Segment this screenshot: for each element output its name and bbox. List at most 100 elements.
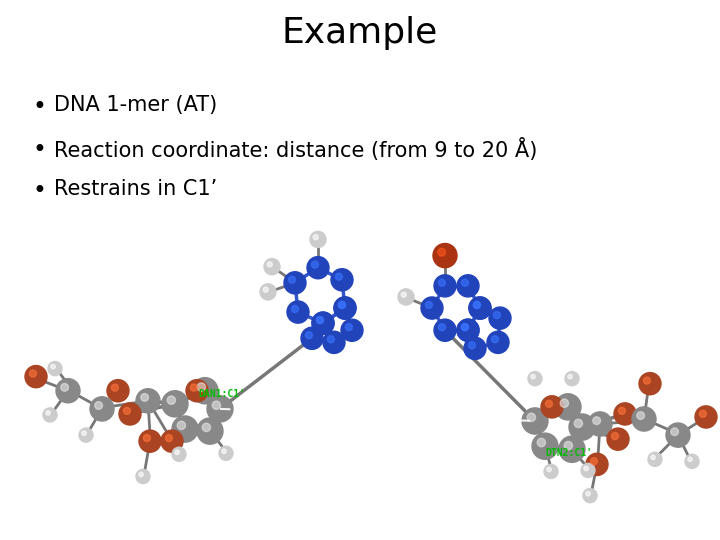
Circle shape [569, 414, 595, 440]
Circle shape [139, 472, 143, 477]
Circle shape [51, 364, 55, 369]
Circle shape [493, 312, 500, 319]
Circle shape [666, 423, 690, 447]
Circle shape [197, 383, 205, 391]
Circle shape [141, 394, 148, 401]
Circle shape [546, 400, 552, 407]
Circle shape [583, 489, 597, 503]
Circle shape [267, 262, 272, 267]
Circle shape [568, 374, 572, 379]
Circle shape [564, 441, 572, 450]
Circle shape [636, 411, 644, 420]
Circle shape [537, 438, 546, 447]
Circle shape [192, 377, 218, 404]
Circle shape [531, 374, 535, 379]
Circle shape [338, 301, 346, 308]
Circle shape [469, 342, 475, 349]
Circle shape [581, 463, 595, 477]
Circle shape [433, 244, 457, 268]
Text: •: • [32, 138, 46, 162]
Circle shape [312, 261, 318, 268]
Circle shape [699, 410, 706, 417]
Circle shape [136, 389, 160, 413]
Circle shape [190, 384, 197, 391]
Circle shape [464, 338, 486, 360]
Circle shape [421, 297, 443, 319]
Circle shape [575, 419, 582, 428]
Circle shape [584, 466, 588, 471]
Circle shape [671, 428, 678, 436]
Circle shape [614, 403, 636, 425]
Circle shape [489, 307, 511, 329]
Circle shape [30, 370, 37, 377]
Circle shape [651, 455, 655, 460]
Circle shape [166, 435, 173, 442]
Circle shape [172, 416, 198, 442]
Circle shape [112, 384, 118, 391]
Circle shape [532, 433, 558, 460]
Circle shape [162, 391, 188, 417]
Circle shape [586, 491, 590, 496]
Circle shape [260, 284, 276, 300]
Circle shape [586, 453, 608, 475]
Circle shape [289, 276, 295, 284]
Circle shape [222, 449, 226, 454]
Circle shape [172, 447, 186, 461]
Circle shape [639, 373, 661, 395]
Circle shape [527, 413, 536, 422]
Circle shape [474, 301, 480, 308]
Circle shape [177, 421, 186, 430]
Circle shape [175, 450, 179, 455]
Text: 10.30: 10.30 [356, 430, 398, 444]
Text: DAN1:C1': DAN1:C1' [198, 389, 245, 399]
Circle shape [559, 436, 585, 462]
Circle shape [685, 454, 699, 468]
Circle shape [695, 406, 717, 428]
Circle shape [522, 408, 548, 434]
Circle shape [528, 372, 542, 386]
Circle shape [56, 379, 80, 403]
Circle shape [167, 396, 176, 404]
Circle shape [139, 430, 161, 453]
Circle shape [90, 397, 114, 421]
Circle shape [123, 407, 130, 414]
Circle shape [95, 402, 102, 409]
Circle shape [590, 458, 598, 465]
Circle shape [313, 234, 318, 240]
Circle shape [161, 430, 183, 453]
Circle shape [301, 327, 323, 349]
Circle shape [197, 418, 223, 444]
Circle shape [264, 287, 269, 292]
Circle shape [565, 372, 579, 386]
Circle shape [644, 377, 650, 384]
Circle shape [186, 380, 208, 402]
Circle shape [316, 316, 323, 323]
Circle shape [457, 319, 479, 341]
Circle shape [119, 403, 141, 425]
Circle shape [434, 275, 456, 297]
Circle shape [46, 411, 50, 415]
Circle shape [544, 464, 558, 478]
Circle shape [312, 312, 334, 334]
Circle shape [287, 301, 309, 323]
Circle shape [546, 467, 552, 472]
Circle shape [328, 336, 334, 343]
Circle shape [336, 273, 343, 280]
Circle shape [323, 331, 345, 353]
Circle shape [462, 279, 469, 286]
Circle shape [688, 457, 693, 462]
Circle shape [60, 383, 68, 391]
Circle shape [438, 279, 446, 286]
Circle shape [457, 275, 479, 297]
Circle shape [541, 396, 563, 418]
Circle shape [136, 469, 150, 483]
Text: Example: Example [282, 16, 438, 50]
Circle shape [492, 336, 498, 343]
Circle shape [607, 428, 629, 450]
Circle shape [462, 323, 469, 330]
Circle shape [312, 312, 334, 334]
Circle shape [487, 331, 509, 353]
Circle shape [341, 319, 363, 341]
Circle shape [438, 248, 446, 256]
Circle shape [292, 306, 299, 313]
